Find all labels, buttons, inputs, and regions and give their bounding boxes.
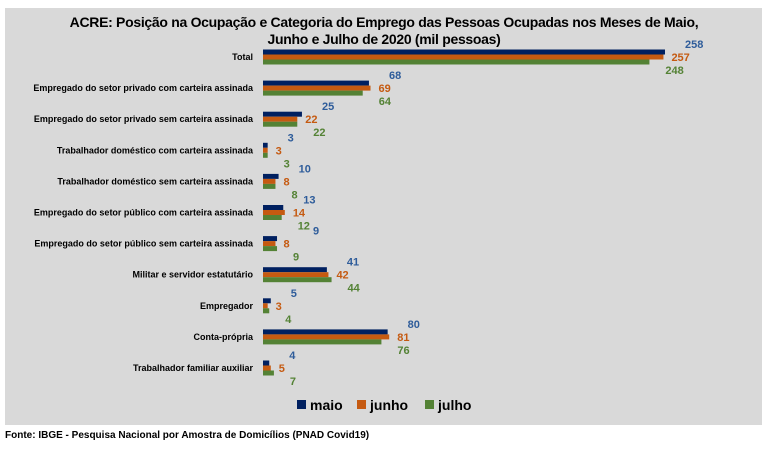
bar-maio [263, 298, 271, 304]
data-label-julho: 3 [284, 158, 290, 170]
data-label-julho: 9 [293, 252, 299, 264]
data-label-junho: 42 [336, 270, 348, 282]
data-label-junho: 69 [379, 83, 391, 95]
source-note: Fonte: IBGE - Pesquisa Nacional por Amos… [5, 430, 370, 441]
bar-maio [263, 205, 284, 210]
legend-swatch-maio [297, 400, 306, 409]
legend-label-julho: julho [437, 397, 471, 413]
data-label-maio: 5 [291, 288, 297, 300]
data-label-junho: 8 [283, 176, 289, 188]
legend-swatch-junho [357, 400, 366, 409]
data-label-julho: 8 [291, 189, 297, 201]
data-label-junho: 8 [283, 239, 289, 251]
data-label-maio: 25 [322, 101, 334, 113]
data-label-julho: 44 [348, 283, 361, 295]
data-label-maio: 10 [299, 163, 311, 175]
category-label: Conta-própria [194, 332, 254, 342]
bar-junho [263, 272, 329, 278]
data-label-julho: 4 [285, 314, 292, 326]
data-label-junho: 257 [671, 52, 689, 64]
bar-junho [263, 116, 298, 122]
data-label-junho: 5 [279, 363, 285, 375]
data-label-julho: 12 [298, 221, 310, 233]
bar-junho [263, 147, 268, 153]
bar-maio [263, 49, 665, 55]
data-label-maio: 258 [685, 39, 703, 51]
bar-julho [263, 90, 363, 96]
data-label-junho: 14 [293, 208, 306, 220]
data-label-maio: 3 [288, 132, 294, 144]
data-label-julho: 7 [290, 376, 296, 388]
bar-junho [263, 178, 276, 184]
category-label: Trabalhador doméstico com carteira assin… [57, 145, 254, 155]
category-label: Empregado do setor público sem carteira … [34, 239, 254, 249]
data-label-junho: 3 [276, 301, 282, 313]
bar-maio [263, 267, 327, 273]
legend-label-maio: maio [310, 397, 343, 413]
bar-maio [263, 142, 268, 148]
bar-junho [263, 303, 268, 309]
bar-julho [263, 215, 282, 220]
data-label-maio: 80 [408, 319, 420, 331]
category-label: Empregador [200, 301, 254, 311]
bar-junho [263, 334, 390, 340]
bar-maio [263, 111, 302, 117]
bar-julho [263, 308, 270, 314]
data-label-maio: 41 [347, 257, 359, 269]
category-label: Empregado do setor privado com carteira … [33, 83, 254, 93]
category-label: Trabalhador familiar auxiliar [133, 363, 254, 373]
bar-julho [263, 339, 382, 345]
bar-julho [263, 59, 650, 65]
category-label: Empregado do setor público com carteira … [34, 208, 254, 218]
bar-julho [263, 121, 298, 127]
data-label-maio: 13 [303, 195, 315, 207]
data-label-maio: 4 [289, 350, 296, 362]
bar-maio [263, 173, 279, 179]
bar-julho [263, 370, 274, 376]
data-label-julho: 22 [313, 127, 325, 139]
bar-maio [263, 236, 278, 242]
category-label: Empregado do setor privado sem carteira … [34, 114, 254, 124]
legend-swatch-julho [425, 400, 434, 409]
bar-julho [263, 152, 268, 158]
bar-junho [263, 54, 664, 60]
data-label-maio: 9 [313, 226, 319, 238]
bar-julho [263, 246, 278, 252]
bar-junho [263, 210, 285, 215]
chart-panel [5, 8, 762, 425]
legend-label-junho: junho [369, 397, 408, 413]
bar-junho [263, 365, 271, 371]
bar-maio [263, 360, 270, 366]
bar-junho [263, 85, 371, 91]
category-label: Total [232, 52, 253, 62]
bar-junho [263, 241, 276, 247]
bar-maio [263, 80, 369, 86]
data-label-julho: 248 [665, 65, 683, 77]
data-label-maio: 68 [389, 70, 401, 82]
bar-maio [263, 329, 388, 335]
data-label-junho: 22 [305, 114, 317, 126]
data-label-junho: 81 [397, 332, 409, 344]
data-label-julho: 64 [379, 96, 392, 108]
bar-julho [263, 277, 332, 283]
data-label-junho: 3 [276, 145, 282, 157]
category-label: Trabalhador doméstico sem carteira assin… [57, 176, 254, 186]
bar-julho [263, 183, 276, 189]
category-label: Militar e servidor estatutário [132, 270, 253, 280]
data-label-julho: 76 [397, 345, 409, 357]
